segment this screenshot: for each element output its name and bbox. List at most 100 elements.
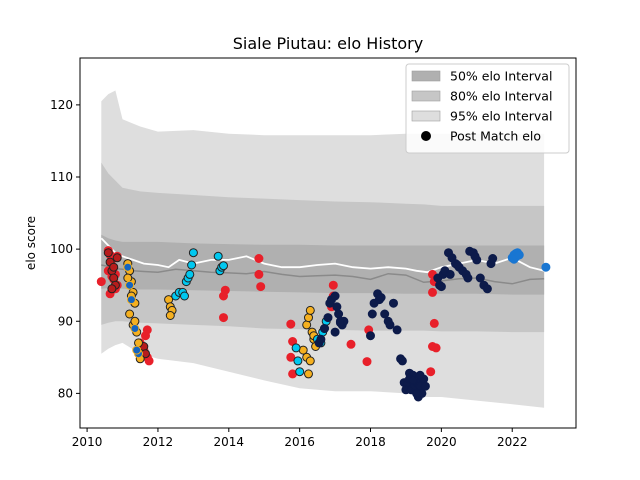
- chart-title: Siale Piutau: elo History: [233, 34, 423, 53]
- post-match-point: [134, 338, 143, 348]
- post-match-point: [420, 381, 430, 391]
- post-match-point: [125, 309, 135, 319]
- post-match-point: [302, 320, 312, 330]
- post-match-point: [426, 367, 436, 377]
- post-match-point: [328, 280, 338, 290]
- post-match-point: [295, 367, 305, 377]
- post-match-point: [380, 309, 390, 319]
- x-tick-label: 2016: [284, 435, 315, 449]
- post-match-point: [123, 273, 133, 283]
- post-match-points: [96, 246, 551, 402]
- y-tick-label: 100: [50, 242, 73, 256]
- post-match-point: [103, 248, 113, 258]
- x-tick-label: 2014: [214, 435, 245, 449]
- y-axis: 80 90 100 110 120: [50, 98, 80, 400]
- post-match-point: [188, 248, 198, 258]
- post-match-point: [125, 280, 135, 290]
- y-axis-label: elo score: [24, 216, 38, 270]
- y-tick-label: 110: [50, 170, 73, 184]
- post-match-point: [130, 324, 140, 333]
- post-match-point: [389, 298, 398, 308]
- post-match-point: [316, 334, 326, 344]
- post-match-point: [126, 295, 136, 305]
- legend-swatch: [411, 70, 441, 82]
- x-tick-label: 2010: [72, 435, 103, 449]
- post-match-point: [123, 262, 133, 272]
- post-match-point: [428, 342, 437, 351]
- post-match-point: [376, 293, 386, 302]
- post-match-point: [219, 261, 228, 271]
- legend: 50% elo Interval 80% elo Interval 95% elo …: [405, 63, 570, 154]
- legend-swatch: [411, 110, 441, 122]
- post-match-point: [463, 273, 473, 283]
- post-match-point: [112, 253, 122, 263]
- post-match-point: [332, 302, 342, 312]
- post-match-point: [412, 388, 422, 398]
- post-match-point: [254, 269, 264, 279]
- post-match-point: [362, 357, 372, 367]
- y-tick-label: 90: [58, 314, 73, 328]
- post-match-point: [144, 356, 154, 366]
- legend-box: [405, 63, 570, 154]
- post-match-point: [187, 260, 197, 270]
- post-match-point: [482, 284, 492, 294]
- post-match-point: [219, 313, 228, 323]
- post-match-point: [445, 269, 455, 279]
- y-tick-label: 80: [58, 386, 73, 400]
- post-match-point: [213, 251, 223, 261]
- post-match-point: [165, 311, 175, 320]
- post-match-point: [220, 285, 230, 295]
- post-match-point: [254, 254, 264, 263]
- legend-swatch: [411, 90, 441, 102]
- post-match-point: [330, 291, 340, 301]
- post-match-point: [346, 339, 356, 349]
- post-match-point: [291, 343, 301, 353]
- post-match-point: [256, 282, 266, 292]
- post-match-point: [366, 331, 375, 341]
- post-match-point: [286, 319, 296, 329]
- legend-label: 95% elo Interval: [450, 109, 552, 124]
- post-match-point: [142, 325, 152, 335]
- post-match-point: [397, 356, 407, 366]
- post-match-point: [514, 250, 524, 260]
- post-match-point: [323, 313, 333, 323]
- post-match-point: [132, 345, 142, 355]
- post-match-point: [452, 260, 462, 270]
- post-match-point: [408, 375, 418, 385]
- post-match-point: [334, 309, 344, 319]
- x-tick-label: 2022: [497, 435, 528, 449]
- post-match-point: [109, 273, 119, 283]
- legend-label: Post Match elo: [450, 129, 541, 144]
- legend-label: 50% elo Interval: [450, 69, 552, 84]
- post-match-point: [185, 269, 195, 279]
- post-match-point: [305, 356, 315, 366]
- post-match-point: [488, 254, 498, 263]
- post-match-point: [304, 369, 313, 379]
- post-match-point: [385, 320, 395, 330]
- post-match-point: [392, 325, 402, 335]
- post-match-point: [330, 327, 340, 337]
- post-match-point: [335, 318, 345, 328]
- post-match-point: [429, 318, 439, 328]
- post-match-point: [286, 352, 296, 362]
- post-match-point: [428, 287, 437, 297]
- post-match-point: [320, 324, 329, 333]
- plot-area: [96, 90, 551, 408]
- post-match-point: [107, 284, 117, 294]
- plot-frame: [79, 57, 577, 429]
- legend-marker: [421, 131, 431, 141]
- post-match-point: [436, 282, 446, 292]
- post-match-point: [541, 262, 551, 272]
- post-match-point: [180, 291, 189, 301]
- x-tick-label: 2012: [143, 435, 174, 449]
- post-match-point: [305, 305, 315, 315]
- post-match-point: [470, 251, 480, 261]
- post-match-point: [415, 370, 425, 380]
- x-tick-label: 2018: [355, 435, 386, 449]
- post-match-point: [109, 262, 119, 272]
- post-match-point: [304, 313, 313, 323]
- post-match-point: [96, 277, 106, 287]
- x-tick-label: 2020: [426, 435, 457, 449]
- y-tick-label: 120: [50, 98, 73, 112]
